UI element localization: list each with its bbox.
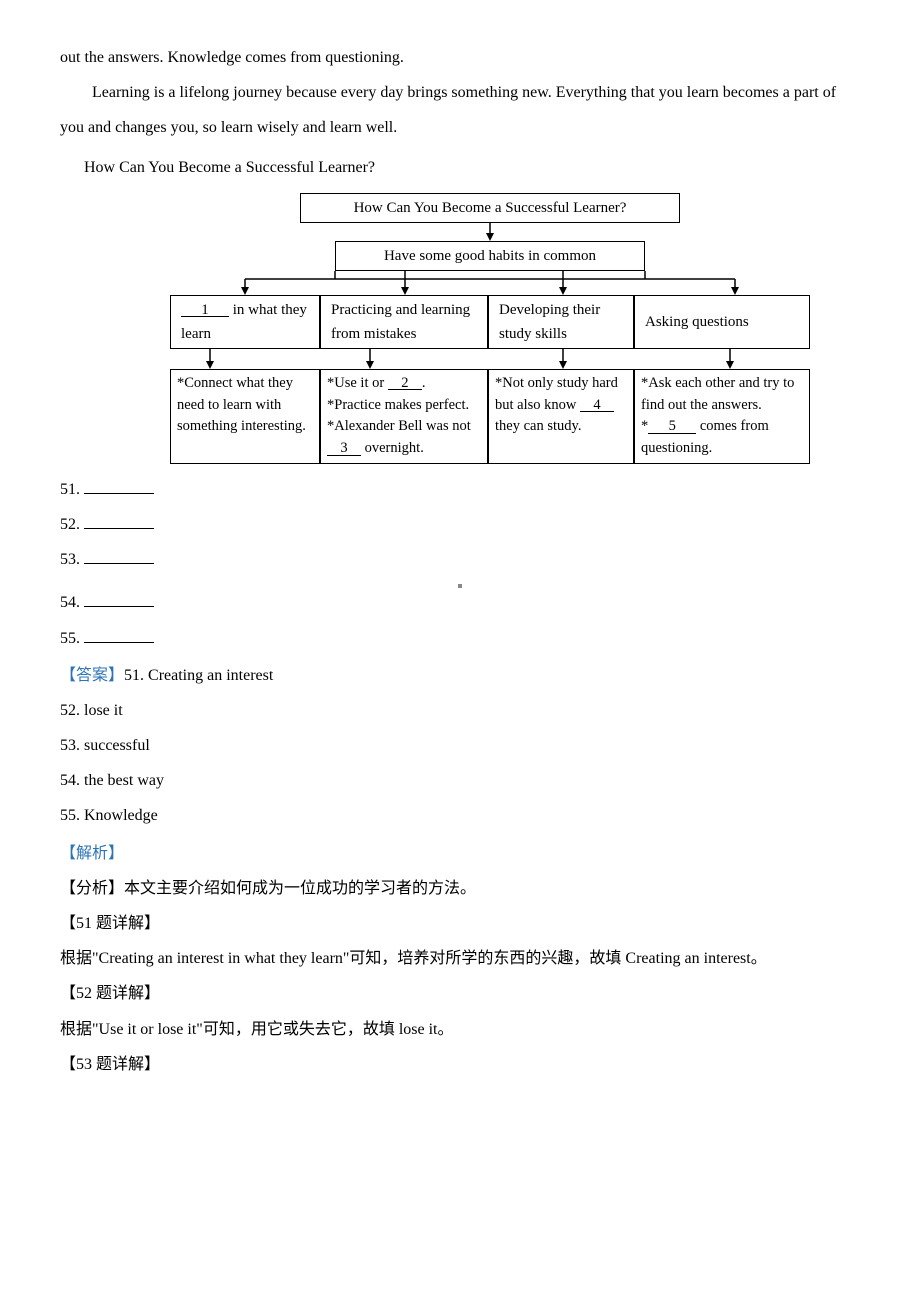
question-54: 54. bbox=[60, 585, 860, 620]
connector-1 bbox=[170, 223, 810, 241]
paragraph-learning: Learning is a lifelong journey because e… bbox=[60, 75, 860, 145]
habit-box-4: Asking questions bbox=[634, 295, 810, 349]
detail-2-line1-post: . bbox=[422, 375, 426, 391]
q52-detail-text: 根据"Use it or lose it"可知，用它或失去它，故填 lose i… bbox=[60, 1012, 860, 1047]
detail-2-line3-pre: *Alexander Bell was not bbox=[327, 418, 471, 434]
dot-icon bbox=[458, 584, 462, 588]
fenxi-text: 本文主要介绍如何成为一位成功的学习者的方法。 bbox=[124, 880, 476, 897]
arrow-down-icon bbox=[170, 223, 810, 241]
blank-3: 3 bbox=[327, 441, 361, 456]
habit-box-3: Developing their study skills bbox=[488, 295, 634, 349]
detail-box-4: *Ask each other and try to find out the … bbox=[634, 369, 810, 464]
answer-54: 54. the best way bbox=[60, 763, 860, 798]
page-center-dot bbox=[60, 577, 860, 585]
connector-3 bbox=[170, 349, 810, 369]
question-52-num: 52. bbox=[60, 516, 84, 533]
blank-4: 4 bbox=[580, 398, 614, 413]
answer-53: 53. successful bbox=[60, 728, 860, 763]
q53-detail-label: 【53 题详解】 bbox=[60, 1047, 860, 1082]
fenxi-line: 【分析】本文主要介绍如何成为一位成功的学习者的方法。 bbox=[60, 871, 860, 906]
q52-detail-label: 【52 题详解】 bbox=[60, 976, 860, 1011]
diagram-row-subtitle: Have some good habits in common bbox=[170, 241, 810, 271]
detail-2-line2: *Practice makes perfect. bbox=[327, 397, 469, 413]
blank-line-51 bbox=[84, 478, 154, 494]
blank-1: 1 bbox=[181, 302, 229, 317]
arrows-down-4-icon bbox=[170, 349, 810, 369]
question-55: 55. bbox=[60, 621, 860, 656]
paragraph-continuation: out the answers. Knowledge comes from qu… bbox=[60, 40, 860, 75]
blank-line-55 bbox=[84, 627, 154, 643]
diagram-heading-text: How Can You Become a Successful Learner? bbox=[60, 150, 860, 185]
blank-5: 5 bbox=[648, 419, 696, 434]
question-52: 52. bbox=[60, 507, 860, 542]
question-54-num: 54. bbox=[60, 594, 84, 611]
branch-arrows-icon bbox=[170, 271, 810, 295]
question-51-num: 51. bbox=[60, 481, 84, 498]
blank-line-52 bbox=[84, 513, 154, 529]
question-51: 51. bbox=[60, 472, 860, 507]
detail-box-3: *Not only study hard but also know 4 the… bbox=[488, 369, 634, 464]
diagram-subtitle-box: Have some good habits in common bbox=[335, 241, 645, 271]
detail-box-2: *Use it or 2. *Practice makes perfect. *… bbox=[320, 369, 488, 464]
question-53: 53. bbox=[60, 542, 860, 577]
answers-line-1: 【答案】51. Creating an interest bbox=[60, 658, 860, 693]
q51-detail-text: 根据"Creating an interest in what they lea… bbox=[60, 941, 860, 976]
detail-4-line2-pre: * bbox=[641, 418, 648, 434]
diagram-row-habits: 1 in what they learn Practicing and lear… bbox=[170, 295, 810, 349]
detail-3-post: they can study. bbox=[495, 418, 581, 434]
diagram-row-title: How Can You Become a Successful Learner? bbox=[170, 193, 810, 223]
jiexi-label: 【解析】 bbox=[60, 836, 860, 871]
habit-box-1: 1 in what they learn bbox=[170, 295, 320, 349]
blank-line-53 bbox=[84, 548, 154, 564]
q51-detail-label: 【51 题详解】 bbox=[60, 906, 860, 941]
blank-line-54 bbox=[84, 591, 154, 607]
detail-2-line1-pre: *Use it or bbox=[327, 375, 388, 391]
answer-51: 51. Creating an interest bbox=[124, 667, 273, 684]
diagram-title-box: How Can You Become a Successful Learner? bbox=[300, 193, 680, 223]
flowchart-diagram: How Can You Become a Successful Learner?… bbox=[170, 193, 810, 464]
blank-2: 2 bbox=[388, 376, 422, 391]
detail-box-1: *Connect what they need to learn with so… bbox=[170, 369, 320, 464]
fenxi-label: 【分析】 bbox=[60, 880, 124, 897]
answer-55: 55. Knowledge bbox=[60, 798, 860, 833]
question-55-num: 55. bbox=[60, 630, 84, 647]
detail-2-line3-post: overnight. bbox=[361, 440, 424, 456]
detail-4-line1: *Ask each other and try to find out the … bbox=[641, 375, 794, 413]
connector-2 bbox=[170, 271, 810, 295]
answers-label: 【答案】 bbox=[60, 667, 124, 684]
answer-52: 52. lose it bbox=[60, 693, 860, 728]
diagram-row-details: *Connect what they need to learn with so… bbox=[170, 369, 810, 464]
habit-box-2: Practicing and learning from mistakes bbox=[320, 295, 488, 349]
question-53-num: 53. bbox=[60, 551, 84, 568]
